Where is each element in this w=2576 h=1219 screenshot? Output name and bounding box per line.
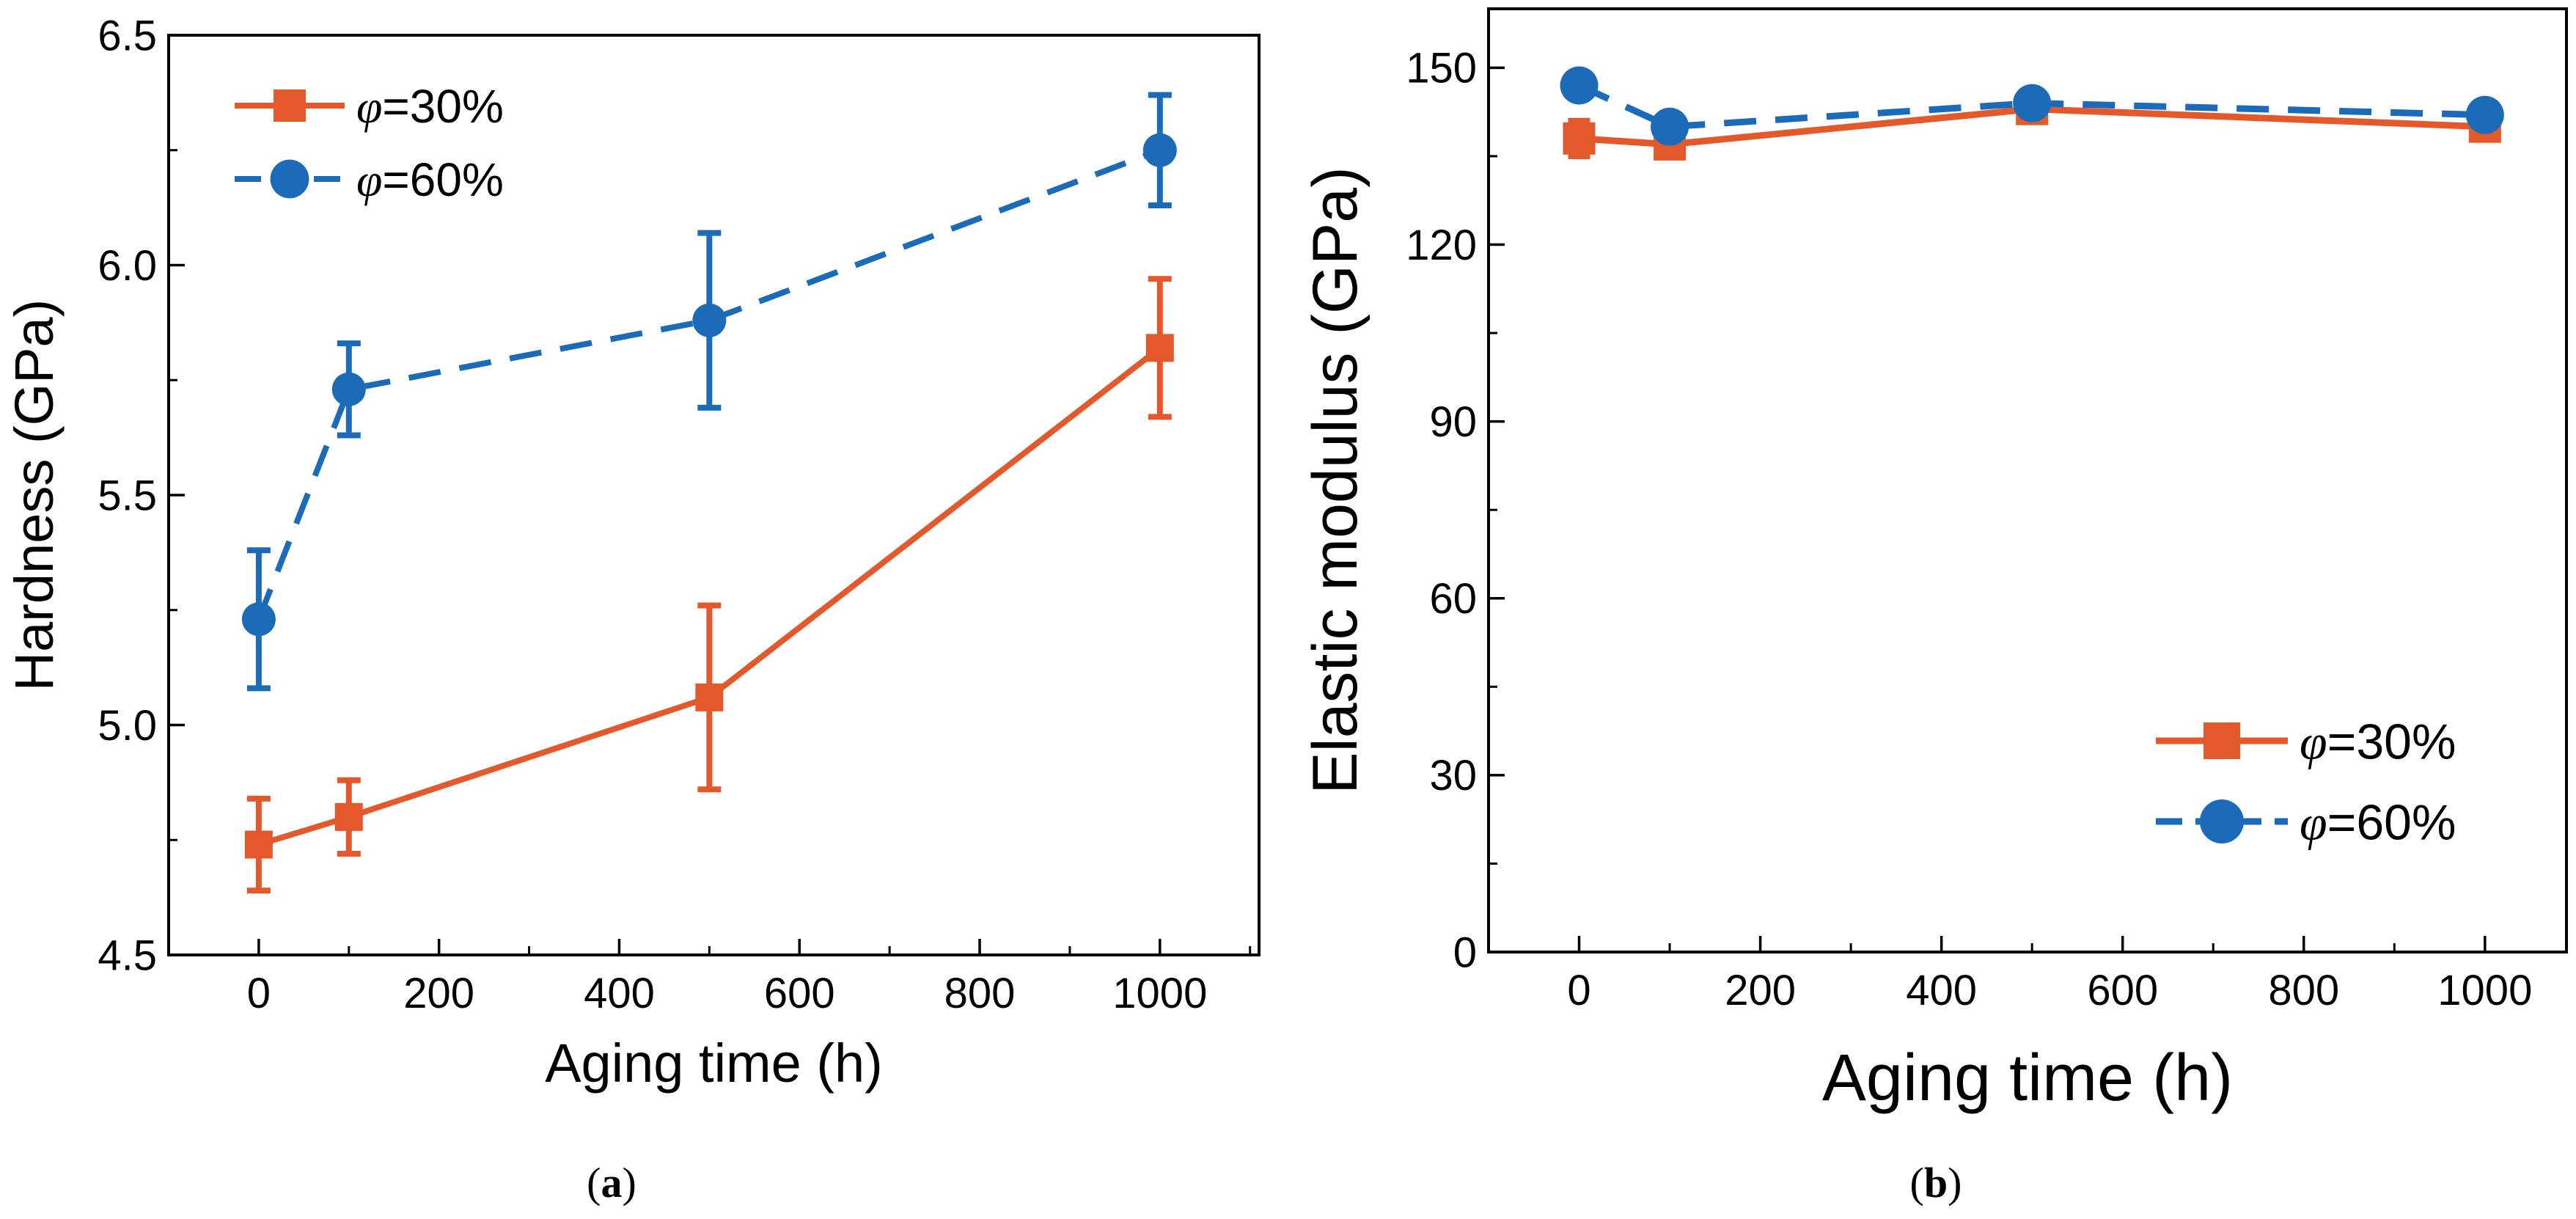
data-point: [1651, 107, 1689, 146]
legend-symbol: φ: [2300, 714, 2327, 769]
panel-caption-letter: b: [1924, 1159, 1948, 1207]
legend-symbol: φ: [356, 81, 382, 133]
legend-text: =60%: [2327, 794, 2456, 850]
legend-label: φ=30%: [356, 80, 504, 133]
y-tick-label: 90: [1429, 398, 1477, 446]
legend-marker: [274, 89, 306, 122]
legend-symbol: φ: [356, 154, 382, 206]
x-tick-label: 0: [1567, 967, 1590, 1014]
x-tick-label: 400: [1906, 967, 1977, 1014]
legend-label: φ=60%: [356, 153, 504, 206]
plot-frame: [1487, 7, 2568, 953]
x-tick-label: 400: [584, 970, 655, 1017]
legend-marker: [2200, 799, 2244, 843]
data-point: [692, 303, 727, 337]
series-s60: [241, 92, 1177, 692]
legend-marker: [270, 159, 309, 199]
y-tick-label: 5.0: [98, 702, 157, 750]
legend-text: =30%: [2327, 714, 2456, 769]
y-tick-label: 150: [1406, 45, 1477, 92]
x-tick-label: 600: [764, 970, 835, 1017]
x-tick-label: 200: [1725, 967, 1796, 1014]
y-tick-label: 6.5: [98, 12, 157, 59]
legend: φ=30%φ=60%: [2156, 714, 2456, 850]
y-tick-label: 5.5: [98, 472, 157, 519]
y-tick-label: 4.5: [98, 931, 157, 979]
x-axis-label: Aging time (h): [545, 1033, 883, 1094]
data-point: [695, 683, 724, 711]
legend-label: φ=60%: [2300, 794, 2456, 850]
legend-label: φ=30%: [2300, 714, 2456, 769]
y-tick-label: 0: [1453, 929, 1477, 976]
x-tick-label: 0: [247, 970, 271, 1017]
panel-caption: (b): [1910, 1159, 1962, 1207]
data-point: [334, 802, 363, 831]
legend-text: =60%: [382, 153, 503, 206]
legend-text: =30%: [382, 80, 503, 133]
x-axis-label: Aging time (h): [1822, 1042, 2233, 1115]
legend-symbol: φ: [2300, 794, 2327, 850]
series-s30: [244, 276, 1174, 894]
y-tick-label: 60: [1429, 575, 1477, 623]
x-tick-label: 800: [944, 970, 1016, 1017]
series-line: [1577, 82, 2485, 131]
data-point: [1563, 122, 1596, 155]
series-s60: [1560, 66, 2504, 146]
x-tick-label: 1000: [1112, 970, 1207, 1017]
series-line: [257, 345, 1162, 848]
panel-caption-letter: a: [601, 1159, 623, 1207]
panel-b-elastic-modulus-chart: 0 200 400 600 800 1000 0 30 60 90 120 150 Aging time…: [1300, 7, 2568, 1207]
legend: φ=30%φ=60%: [235, 80, 504, 206]
series-line: [256, 147, 1162, 621]
x-tick-label: 600: [2087, 967, 2158, 1014]
x-tick-label: 800: [2268, 967, 2339, 1014]
y-axis-label: Hardness (GPa): [4, 299, 65, 692]
x-tick-label: 1000: [2437, 967, 2532, 1014]
data-point: [2465, 95, 2504, 134]
data-point: [1560, 66, 1599, 105]
x-tick-label: 200: [403, 970, 474, 1017]
series-line: [1579, 106, 2485, 148]
y-tick-label: 120: [1406, 222, 1477, 269]
legend-marker: [2203, 722, 2240, 759]
data-point: [331, 372, 366, 406]
y-tick-label: 30: [1429, 752, 1477, 799]
data-point: [1142, 133, 1177, 167]
data-point: [2013, 84, 2052, 122]
panel-caption: (a): [587, 1159, 636, 1207]
data-point: [241, 602, 276, 637]
y-axis-label: Elastic modulus (GPa): [1300, 166, 1370, 794]
data-point: [1145, 334, 1174, 362]
data-point: [244, 830, 273, 859]
panel-a-hardness-chart: 0 200 400 600 800 1000 4.5 5.0 5.5 6.0 6.5 Aging ti…: [4, 12, 1261, 1207]
y-tick-label: 6.0: [98, 242, 157, 290]
